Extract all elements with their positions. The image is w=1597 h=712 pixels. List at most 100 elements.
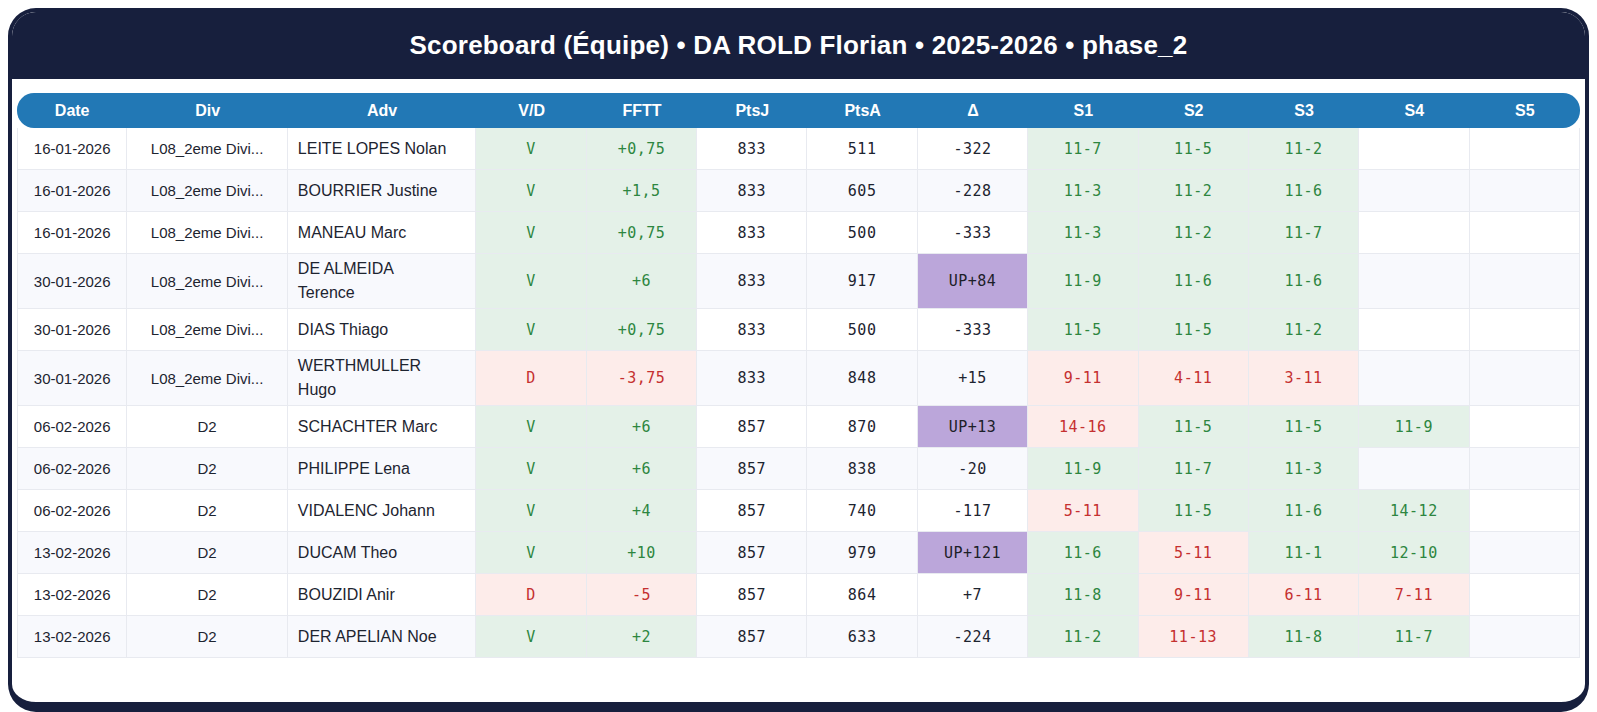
cell-set-s2: 11-5 (1139, 128, 1249, 170)
cell-date: 16-01-2026 (17, 212, 127, 254)
column-header-fftt: FFTT (587, 93, 697, 128)
cell-fftt: +10 (587, 532, 697, 574)
cell-set-s4: 12-10 (1359, 532, 1469, 574)
cell-set-s3: 11-5 (1249, 406, 1359, 448)
cell-ptsj: 833 (697, 351, 807, 406)
cell-set-s2: 11-2 (1139, 170, 1249, 212)
cell-ptsa: 500 (807, 212, 917, 254)
cell-set-s4: 11-9 (1359, 406, 1469, 448)
cell-set-s3: 11-7 (1249, 212, 1359, 254)
cell-div: D2 (127, 448, 288, 490)
content-area: DateDivAdvV/DFFTTPtsJPtsAΔS1S2S3S4S5 16-… (12, 79, 1585, 658)
cell-vd: D (476, 351, 586, 406)
cell-set-s2: 11-13 (1139, 616, 1249, 658)
cell-set-s5 (1470, 170, 1580, 212)
page-title: Scoreboard (Équipe) • DA ROLD Florian • … (410, 30, 1188, 61)
cell-vd: V (476, 406, 586, 448)
cell-ptsj: 857 (697, 532, 807, 574)
cell-div: D2 (127, 406, 288, 448)
cell-ptsj: 857 (697, 406, 807, 448)
cell-div: L08_2eme Divi... (127, 212, 288, 254)
cell-set-s2: 11-5 (1139, 490, 1249, 532)
cell-fftt: +0,75 (587, 128, 697, 170)
cell-fftt: +6 (587, 254, 697, 309)
table-row: 13-02-2026D2DUCAM TheoV+10857979UP+12111… (17, 532, 1580, 574)
cell-div: L08_2eme Divi... (127, 170, 288, 212)
table-row: 06-02-2026D2SCHACHTER MarcV+6857870UP+13… (17, 406, 1580, 448)
cell-set-s4: 14-12 (1359, 490, 1469, 532)
cell-fftt: +6 (587, 406, 697, 448)
cell-set-s5 (1470, 532, 1580, 574)
cell-delta: -333 (918, 212, 1028, 254)
table-row: 06-02-2026D2VIDALENC JohannV+4857740-117… (17, 490, 1580, 532)
cell-ptsj: 833 (697, 254, 807, 309)
cell-delta: -224 (918, 616, 1028, 658)
cell-set-s5 (1470, 351, 1580, 406)
cell-delta: UP+121 (918, 532, 1028, 574)
cell-set-s5 (1470, 212, 1580, 254)
cell-set-s5 (1470, 448, 1580, 490)
cell-ptsa: 511 (807, 128, 917, 170)
cell-vd: V (476, 448, 586, 490)
table-row: 16-01-2026L08_2eme Divi...MANEAU MarcV+0… (17, 212, 1580, 254)
cell-set-s4 (1359, 309, 1469, 351)
cell-div: L08_2eme Divi... (127, 309, 288, 351)
cell-ptsa: 864 (807, 574, 917, 616)
cell-ptsa: 870 (807, 406, 917, 448)
cell-adv: LEITE LOPES Nolan (288, 128, 477, 170)
cell-ptsj: 857 (697, 448, 807, 490)
cell-set-s5 (1470, 128, 1580, 170)
cell-div: D2 (127, 532, 288, 574)
cell-set-s4 (1359, 351, 1469, 406)
cell-ptsj: 857 (697, 616, 807, 658)
cell-div: D2 (127, 490, 288, 532)
cell-set-s2: 4-11 (1139, 351, 1249, 406)
cell-fftt: +0,75 (587, 212, 697, 254)
cell-set-s1: 11-9 (1028, 254, 1138, 309)
column-header-s1: S1 (1028, 93, 1138, 128)
cell-set-s3: 11-2 (1249, 128, 1359, 170)
cell-delta: -322 (918, 128, 1028, 170)
column-header-s5: S5 (1470, 93, 1580, 128)
cell-set-s1: 11-2 (1028, 616, 1138, 658)
cell-set-s2: 5-11 (1139, 532, 1249, 574)
cell-ptsa: 500 (807, 309, 917, 351)
column-header--: Δ (918, 93, 1028, 128)
cell-set-s1: 11-7 (1028, 128, 1138, 170)
cell-vd: D (476, 574, 586, 616)
cell-delta: UP+13 (918, 406, 1028, 448)
cell-delta: +15 (918, 351, 1028, 406)
cell-adv: DUCAM Theo (288, 532, 477, 574)
cell-set-s4 (1359, 254, 1469, 309)
cell-set-s5 (1470, 616, 1580, 658)
cell-set-s4: 11-7 (1359, 616, 1469, 658)
cell-fftt: +1,5 (587, 170, 697, 212)
cell-vd: V (476, 532, 586, 574)
column-header-ptsj: PtsJ (697, 93, 807, 128)
cell-delta: +7 (918, 574, 1028, 616)
column-header-v-d: V/D (476, 93, 586, 128)
cell-vd: V (476, 170, 586, 212)
cell-set-s2: 9-11 (1139, 574, 1249, 616)
cell-ptsa: 605 (807, 170, 917, 212)
cell-date: 30-01-2026 (17, 309, 127, 351)
column-header-ptsa: PtsA (807, 93, 917, 128)
cell-set-s5 (1470, 309, 1580, 351)
cell-set-s4 (1359, 448, 1469, 490)
cell-set-s5 (1470, 490, 1580, 532)
cell-date: 16-01-2026 (17, 128, 127, 170)
cell-set-s3: 6-11 (1249, 574, 1359, 616)
cell-div: D2 (127, 574, 288, 616)
cell-adv: SCHACHTER Marc (288, 406, 477, 448)
table-row: 06-02-2026D2PHILIPPE LenaV+6857838-2011-… (17, 448, 1580, 490)
table-row: 13-02-2026D2BOUZIDI AnirD-5857864+711-89… (17, 574, 1580, 616)
cell-ptsa: 848 (807, 351, 917, 406)
cell-set-s2: 11-7 (1139, 448, 1249, 490)
cell-fftt: +4 (587, 490, 697, 532)
cell-fftt: -3,75 (587, 351, 697, 406)
cell-div: D2 (127, 616, 288, 658)
cell-set-s1: 11-9 (1028, 448, 1138, 490)
cell-vd: V (476, 490, 586, 532)
column-header-s3: S3 (1249, 93, 1359, 128)
cell-adv: BOURRIER Justine (288, 170, 477, 212)
